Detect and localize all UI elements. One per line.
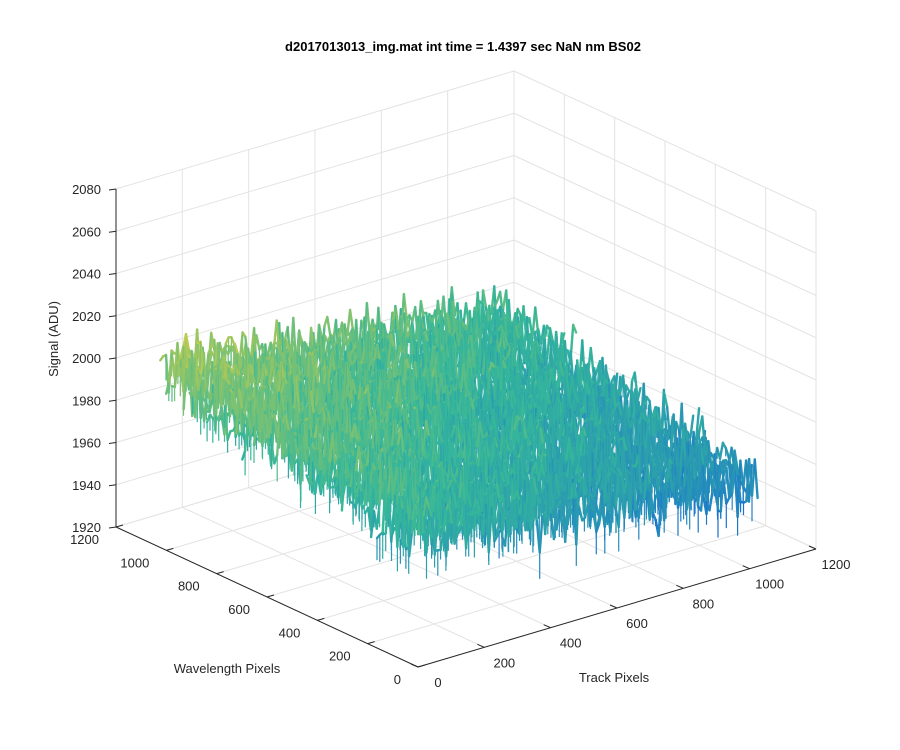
grid-line-back-z bbox=[115, 155, 515, 274]
grid-line-side-z bbox=[513, 70, 817, 212]
surface-segment bbox=[395, 345, 401, 367]
surface-segment bbox=[523, 349, 529, 370]
surface-segment bbox=[273, 413, 279, 434]
surface-segment bbox=[366, 384, 372, 420]
surface-segment bbox=[182, 343, 188, 393]
surface-segment bbox=[369, 328, 375, 374]
surface-segment bbox=[481, 289, 488, 309]
surface-segment bbox=[282, 430, 288, 458]
surface-segment bbox=[232, 391, 238, 418]
surface-segment bbox=[538, 345, 544, 364]
grid-line-back-z bbox=[115, 112, 515, 232]
grid-line-side-z bbox=[513, 112, 817, 254]
grid-line-floor-y bbox=[367, 525, 766, 645]
surface-segment bbox=[423, 330, 430, 343]
surface-segment bbox=[469, 334, 475, 363]
surface-segment bbox=[204, 351, 210, 379]
grid-line-back-z bbox=[115, 239, 515, 359]
surface-segment bbox=[326, 315, 332, 336]
surface-segment bbox=[207, 350, 213, 371]
surface-mesh bbox=[159, 285, 759, 579]
grid-line-back-z bbox=[115, 70, 515, 190]
grid-line-side-z bbox=[513, 197, 817, 339]
surface-segment bbox=[402, 359, 408, 386]
surface-segment bbox=[370, 357, 376, 378]
grid-line-side-z bbox=[513, 239, 817, 381]
surface-segment bbox=[367, 352, 373, 372]
surface-segment bbox=[233, 342, 239, 355]
grid-line-side-z bbox=[513, 281, 817, 423]
surface-segment bbox=[425, 364, 431, 395]
surface-segment bbox=[271, 356, 277, 384]
surface-segment bbox=[559, 361, 565, 379]
surface-segment bbox=[397, 378, 403, 423]
surface-segment bbox=[387, 333, 393, 367]
surface-segment bbox=[389, 333, 396, 349]
surface-segment bbox=[220, 406, 226, 422]
surface-segment bbox=[414, 390, 420, 402]
surface-segment bbox=[502, 360, 508, 371]
surface-segment bbox=[295, 375, 301, 414]
surface-segment bbox=[514, 325, 521, 341]
surface-segment bbox=[502, 312, 508, 337]
surface-segment bbox=[309, 390, 315, 415]
surface-segment bbox=[558, 373, 564, 384]
surface-segment bbox=[393, 359, 399, 378]
surface-segment bbox=[249, 413, 256, 435]
grid-line-back-z bbox=[115, 197, 515, 317]
surface-segment bbox=[351, 379, 357, 397]
surface-segment bbox=[485, 333, 491, 356]
surface-segment bbox=[503, 332, 509, 349]
surface-segment bbox=[301, 348, 307, 377]
surface-segment bbox=[446, 312, 452, 335]
surface-segment bbox=[197, 372, 203, 392]
surface-segment bbox=[238, 388, 244, 411]
surface-segment bbox=[255, 334, 261, 351]
surface-segment bbox=[465, 388, 472, 399]
surface-segment bbox=[347, 352, 353, 367]
surface-segment bbox=[275, 319, 281, 356]
grid-line-side-z bbox=[513, 155, 817, 296]
surface-segment bbox=[235, 388, 241, 435]
surface-segment bbox=[271, 378, 277, 408]
surface-segment bbox=[261, 408, 267, 444]
surface-segment bbox=[307, 353, 314, 397]
surface-segment bbox=[182, 365, 188, 411]
surface-segment bbox=[636, 387, 642, 401]
surface-segment bbox=[284, 414, 290, 433]
surface-segment bbox=[462, 363, 468, 393]
surface-segment bbox=[243, 417, 250, 453]
surface-segment bbox=[405, 359, 411, 371]
surface-segment bbox=[572, 323, 578, 334]
surface-segment bbox=[281, 352, 287, 367]
surface-segment bbox=[499, 360, 505, 396]
surface-segment bbox=[409, 326, 415, 369]
grid-line-floor-y bbox=[317, 501, 716, 621]
surface-segment bbox=[226, 430, 232, 442]
surface-segment bbox=[348, 308, 355, 331]
surface-segment bbox=[184, 333, 191, 351]
surface-segment bbox=[173, 362, 179, 389]
surface-segment bbox=[220, 376, 226, 410]
